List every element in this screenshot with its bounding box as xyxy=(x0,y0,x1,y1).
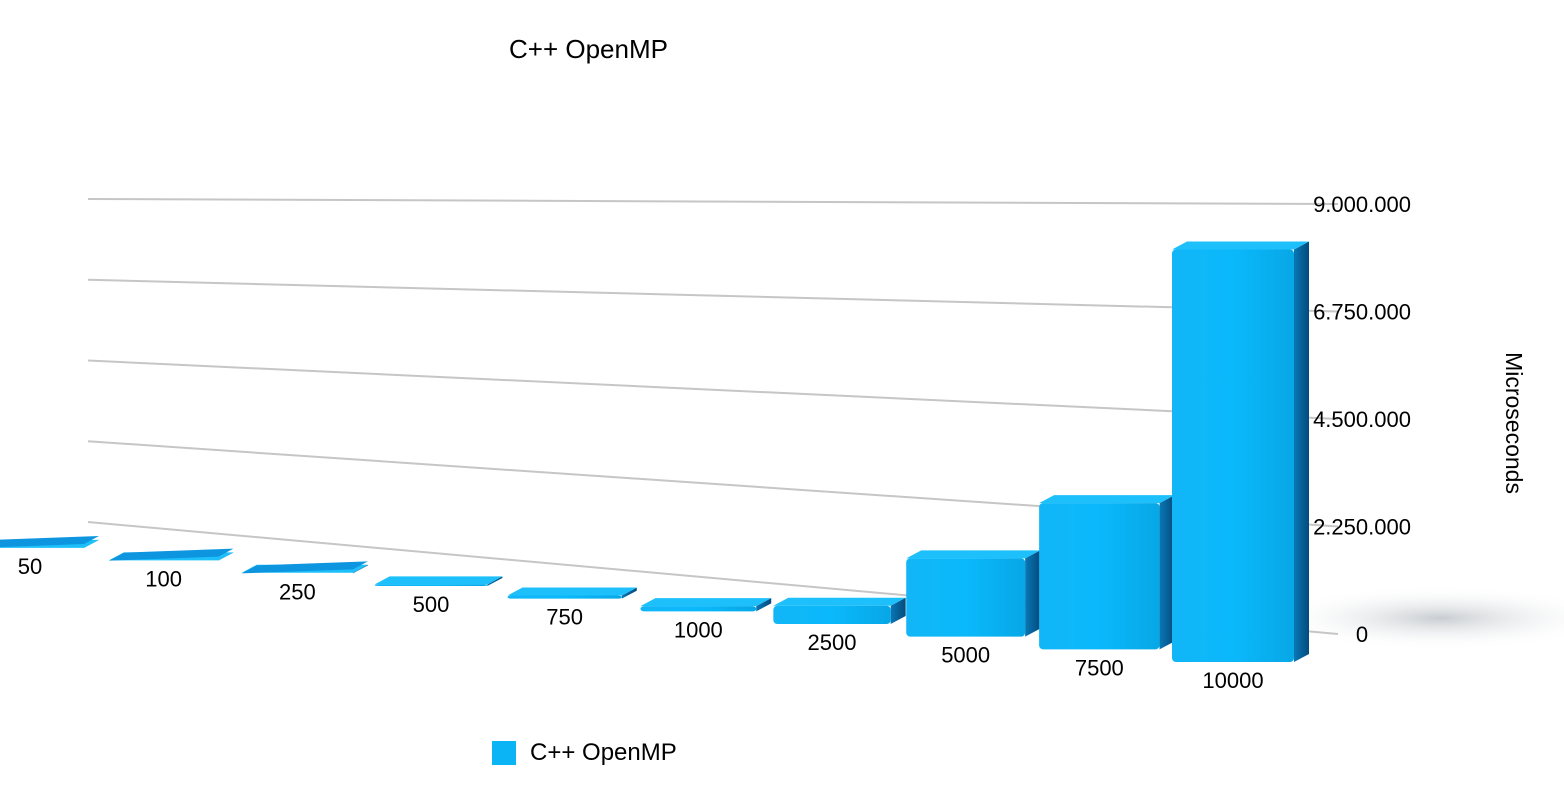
bar xyxy=(374,576,503,586)
x-axis-ticks: 50 100 250 500 750 1000 2500 5000 7500 10000 xyxy=(18,554,1264,693)
y-tick-label: 2.250.000 xyxy=(1313,515,1411,540)
y-tick-label: 4.500.000 xyxy=(1313,407,1411,432)
y-axis-label: Microseconds xyxy=(1501,352,1527,494)
x-tick-label: 7500 xyxy=(1075,655,1124,680)
bar xyxy=(640,598,772,612)
chart-title: C++ OpenMP xyxy=(509,34,668,64)
gridline xyxy=(87,359,1339,420)
x-tick-label: 500 xyxy=(413,592,450,617)
y-tick-label: 9.000.000 xyxy=(1313,192,1411,217)
legend-label: C++ OpenMP xyxy=(530,739,677,766)
x-tick-label: 50 xyxy=(18,554,42,579)
bar xyxy=(1172,241,1309,662)
x-tick-label: 5000 xyxy=(941,643,990,668)
bar xyxy=(108,548,234,561)
bars xyxy=(0,241,1309,662)
x-tick-label: 1000 xyxy=(674,617,723,642)
bar xyxy=(0,536,99,548)
x-tick-label: 10000 xyxy=(1202,668,1263,693)
y-tick-label: 0 xyxy=(1356,622,1368,647)
bar xyxy=(507,587,637,599)
gridline xyxy=(87,198,1339,205)
bar xyxy=(241,561,368,574)
x-tick-label: 2500 xyxy=(808,630,857,655)
legend: C++ OpenMP xyxy=(492,739,677,767)
x-tick-label: 250 xyxy=(279,579,316,604)
y-axis-ticks: 0 2.250.000 4.500.000 6.750.000 9.000.000 xyxy=(1313,192,1411,647)
bar xyxy=(773,597,906,624)
bar xyxy=(1039,495,1175,650)
gridline xyxy=(87,278,1339,313)
x-tick-label: 100 xyxy=(145,567,182,592)
floor-shadow xyxy=(1265,586,1564,650)
legend-swatch xyxy=(492,741,516,765)
bar xyxy=(906,550,1041,637)
y-tick-label: 6.750.000 xyxy=(1313,300,1411,325)
x-tick-label: 750 xyxy=(546,605,583,630)
